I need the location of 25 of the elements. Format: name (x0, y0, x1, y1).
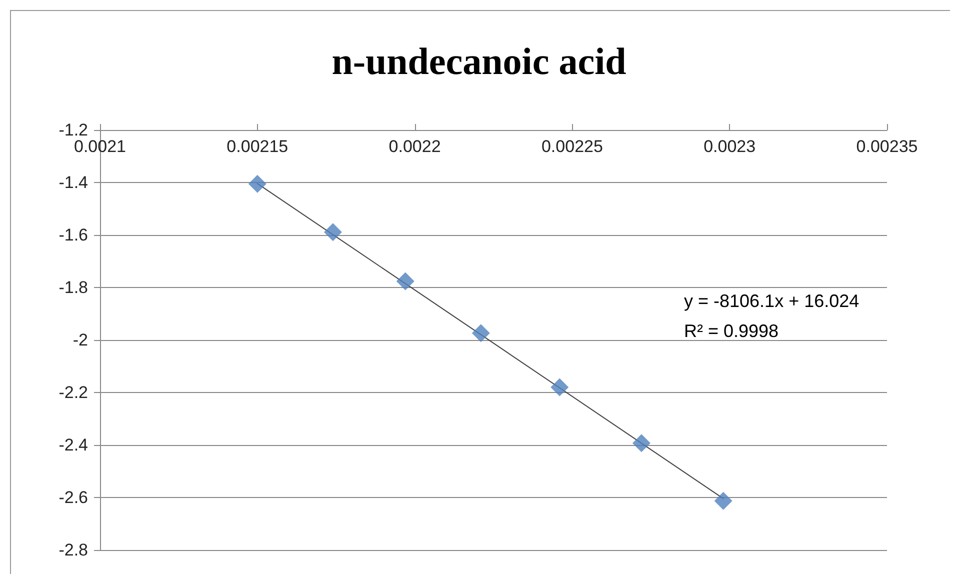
y-tick-label: -1.6 (58, 226, 88, 244)
annotation: R² = 0.9998 (684, 321, 779, 341)
point (472, 324, 490, 342)
x-tick-label: 0.00235 (856, 137, 918, 156)
annotation: y = -8106.1x + 16.024 (684, 291, 860, 311)
x-tick-label: 0.00215 (226, 137, 288, 156)
y-tick-label: -2.6 (58, 488, 88, 507)
y-tick-label: -2.2 (58, 383, 88, 402)
point (396, 272, 414, 290)
x-tick-label: 0.0021 (74, 137, 126, 156)
x-tick-label: 0.0023 (704, 137, 756, 156)
y-tick-label: -1.8 (58, 278, 88, 297)
point (550, 378, 569, 396)
y-tick-label: -1.4 (58, 173, 88, 192)
y-tick-label: -1.2 (58, 120, 88, 140)
point (714, 492, 732, 510)
chart-title: n-undecanoic acid (332, 41, 626, 83)
y-tick-label: -2 (72, 330, 88, 350)
point (632, 434, 650, 452)
x-tick-label: 0.0022 (388, 137, 441, 156)
y-tick-label: -2.4 (58, 436, 88, 454)
point (248, 174, 266, 193)
x-tick-label: 0.00225 (541, 137, 603, 156)
point (324, 223, 342, 242)
y-tick-label: -2.8 (58, 540, 88, 560)
